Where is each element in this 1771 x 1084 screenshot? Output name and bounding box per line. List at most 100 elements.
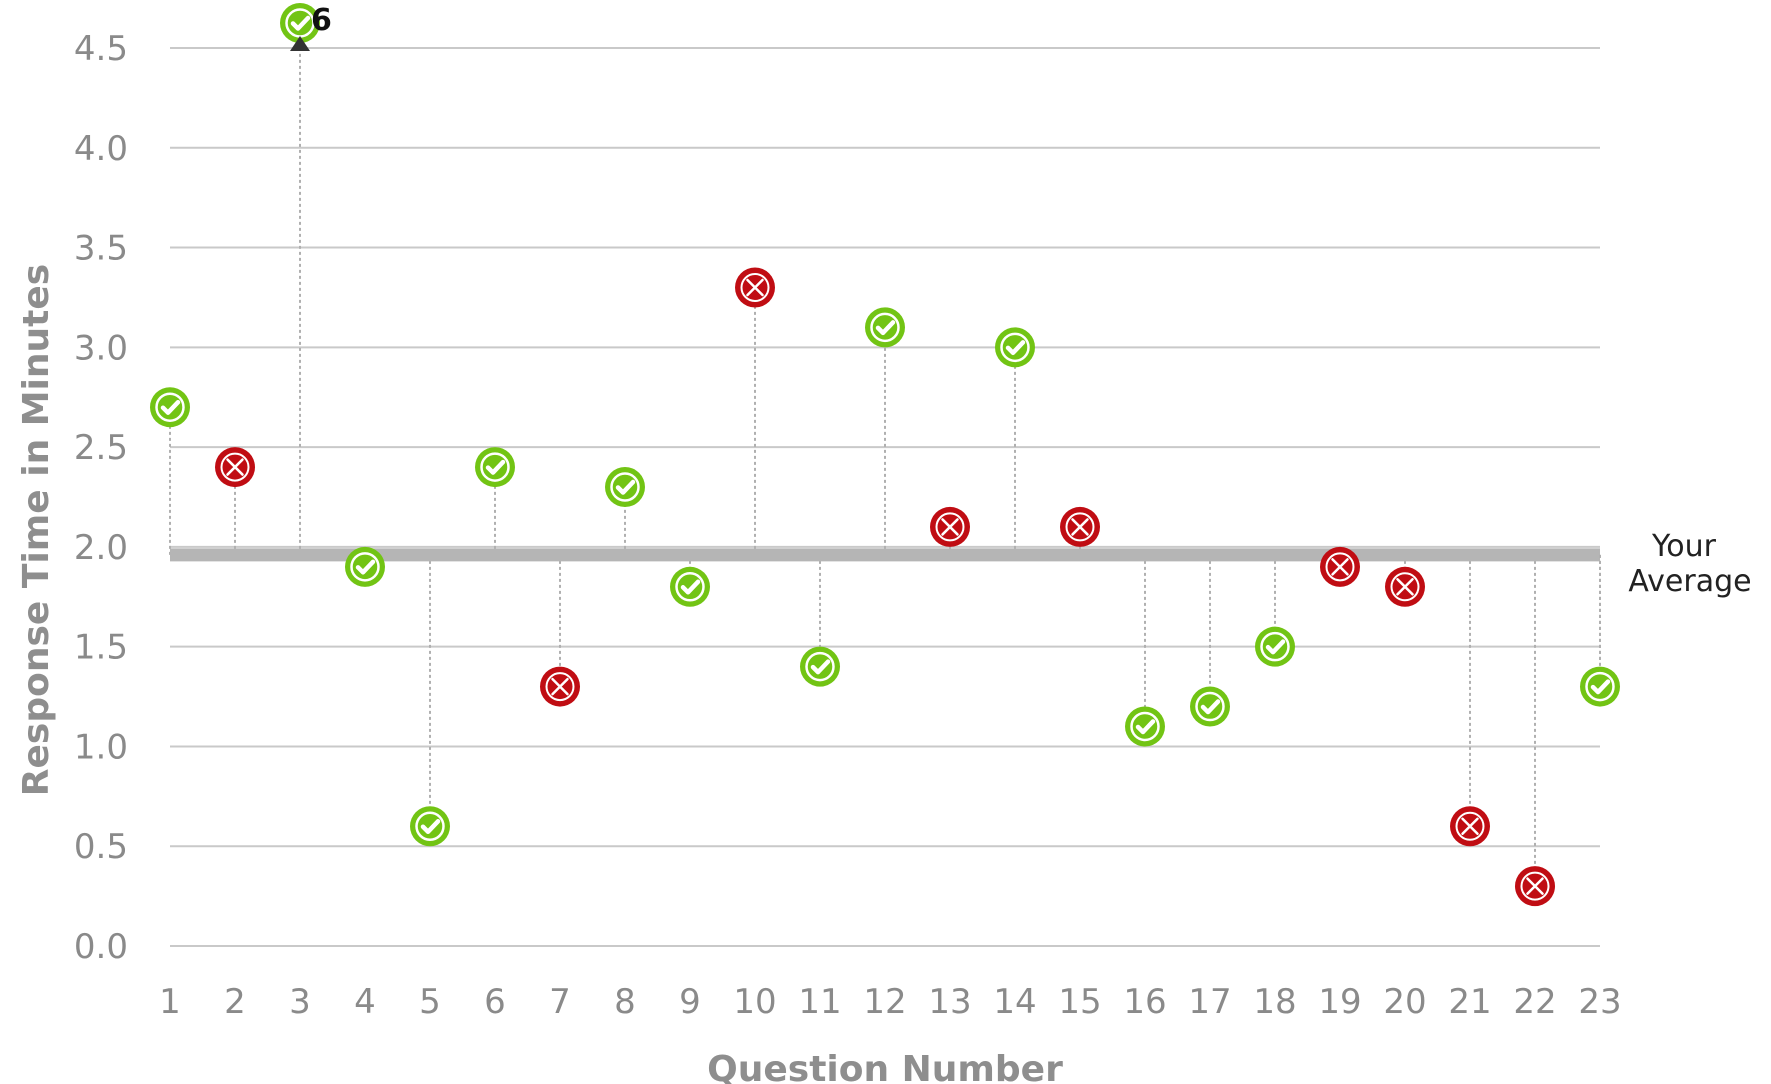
x-tick-label: 5: [419, 982, 441, 1022]
point-q13-incorrect: [930, 506, 970, 547]
point-q7-incorrect: [540, 666, 580, 707]
x-tick-label: 13: [928, 982, 971, 1022]
point-q3-correct: 6: [280, 3, 332, 51]
check-icon: [1135, 719, 1156, 735]
point-q21-incorrect: [1450, 806, 1490, 847]
x-ring: [1455, 811, 1485, 841]
point-q23-correct: [1580, 666, 1620, 707]
check-icon: [355, 559, 376, 575]
x-ring: [220, 452, 250, 482]
check-icon: [1200, 699, 1221, 715]
x-tick-label: 21: [1448, 982, 1491, 1022]
check-ring: [415, 811, 445, 842]
y-tick-label: 1.5: [74, 628, 128, 668]
x-tick-label: 16: [1123, 982, 1166, 1022]
check-ring: [350, 552, 380, 582]
point-q22-incorrect: [1515, 866, 1555, 907]
check-icon: [485, 459, 506, 475]
check-ring: [1000, 332, 1030, 363]
point-q17-correct: [1190, 686, 1230, 727]
x-ring: [740, 272, 770, 302]
x-tick-label: 6: [484, 982, 506, 1022]
check-icon: [615, 479, 636, 495]
point-q16-correct: [1125, 706, 1165, 747]
x-tick-label: 22: [1513, 982, 1556, 1022]
x-tick-label: 19: [1318, 982, 1361, 1022]
x-tick-label: 20: [1383, 982, 1426, 1022]
point-q19-incorrect: [1320, 546, 1360, 587]
point-q4-correct: [345, 546, 385, 587]
average-line-group: [170, 548, 1601, 665]
check-icon: [160, 399, 181, 415]
point-q14-correct: [995, 327, 1035, 368]
y-tick-label: 3.5: [74, 229, 128, 269]
x-icon: [746, 278, 764, 297]
x-tick-labels: 1 2 3 4 5 6 7 8 9 10 11 12 13 14 15 16 17 18 19 20 21 22 23: [159, 982, 1621, 1022]
overflow-value-label: 6: [311, 3, 332, 38]
y-tick-labels: 0.0 0.5 1.0 1.5 2.0 2.5 3.0 3.5 4.0 4.5: [74, 29, 128, 967]
x-icon: [941, 518, 959, 536]
point-q18-correct: [1255, 626, 1295, 667]
x-tick-label: 17: [1188, 982, 1231, 1022]
check-ring: [1195, 691, 1225, 722]
x-tick-label: 12: [863, 982, 906, 1022]
x-tick-label: 15: [1058, 982, 1101, 1022]
x-ring: [1390, 572, 1420, 602]
grid-lines: [170, 47, 1600, 947]
x-tick-label: 14: [993, 982, 1036, 1022]
y-tick-label: 4.5: [74, 29, 128, 69]
y-tick-label: 0.5: [74, 827, 128, 867]
x-tick-label: 7: [549, 982, 571, 1022]
check-ring: [610, 472, 640, 502]
x-icon: [226, 458, 244, 476]
check-ring: [1130, 711, 1160, 742]
x-ring: [1520, 871, 1550, 901]
check-ring: [155, 392, 185, 422]
check-ring: [870, 312, 900, 343]
point-q9-correct: [670, 566, 710, 607]
check-ring: [1585, 671, 1615, 702]
x-icon: [1331, 558, 1349, 576]
check-icon: [1590, 679, 1611, 695]
check-ring: [480, 452, 510, 482]
point-q8-correct: [605, 467, 645, 508]
x-icon: [1396, 578, 1414, 596]
check-icon: [875, 320, 896, 336]
point-q10-incorrect: [735, 267, 775, 308]
y-axis-title: Response Time in Minutes: [16, 264, 57, 796]
point-q12-correct: [865, 307, 905, 348]
point-q6-correct: [475, 447, 515, 488]
x-icon: [1071, 518, 1089, 536]
check-ring: [1260, 631, 1290, 662]
x-tick-label: 4: [354, 982, 376, 1022]
x-icon: [1526, 877, 1544, 895]
y-tick-label: 2.5: [74, 428, 128, 468]
x-ring: [935, 512, 965, 542]
x-tick-label: 9: [679, 982, 701, 1022]
point-q2-incorrect: [215, 447, 255, 488]
point-q20-incorrect: [1385, 566, 1425, 607]
overflow-arrow-icon: [290, 36, 310, 51]
check-ring: [675, 572, 705, 602]
point-q15-incorrect: [1060, 506, 1100, 547]
average-label-your: Your: [1651, 529, 1717, 564]
y-tick-label: 0.0: [74, 927, 128, 967]
x-tick-label: 2: [224, 982, 246, 1022]
x-ring: [1065, 512, 1095, 542]
x-tick-label: 1: [159, 982, 181, 1022]
y-tick-label: 1.0: [74, 727, 128, 767]
point-q5-correct: [410, 806, 450, 847]
x-tick-label: 10: [733, 982, 776, 1022]
check-icon: [810, 659, 831, 675]
average-label-average: Average: [1628, 564, 1751, 599]
check-icon: [290, 15, 311, 31]
check-ring: [805, 651, 835, 682]
point-q11-correct: [800, 646, 840, 687]
check-icon: [1265, 639, 1286, 655]
data-points: 6: [150, 3, 1620, 907]
x-tick-label: 8: [614, 982, 636, 1022]
x-icon: [551, 677, 569, 696]
x-tick-label: 11: [798, 982, 841, 1022]
x-tick-label: 3: [289, 982, 311, 1022]
